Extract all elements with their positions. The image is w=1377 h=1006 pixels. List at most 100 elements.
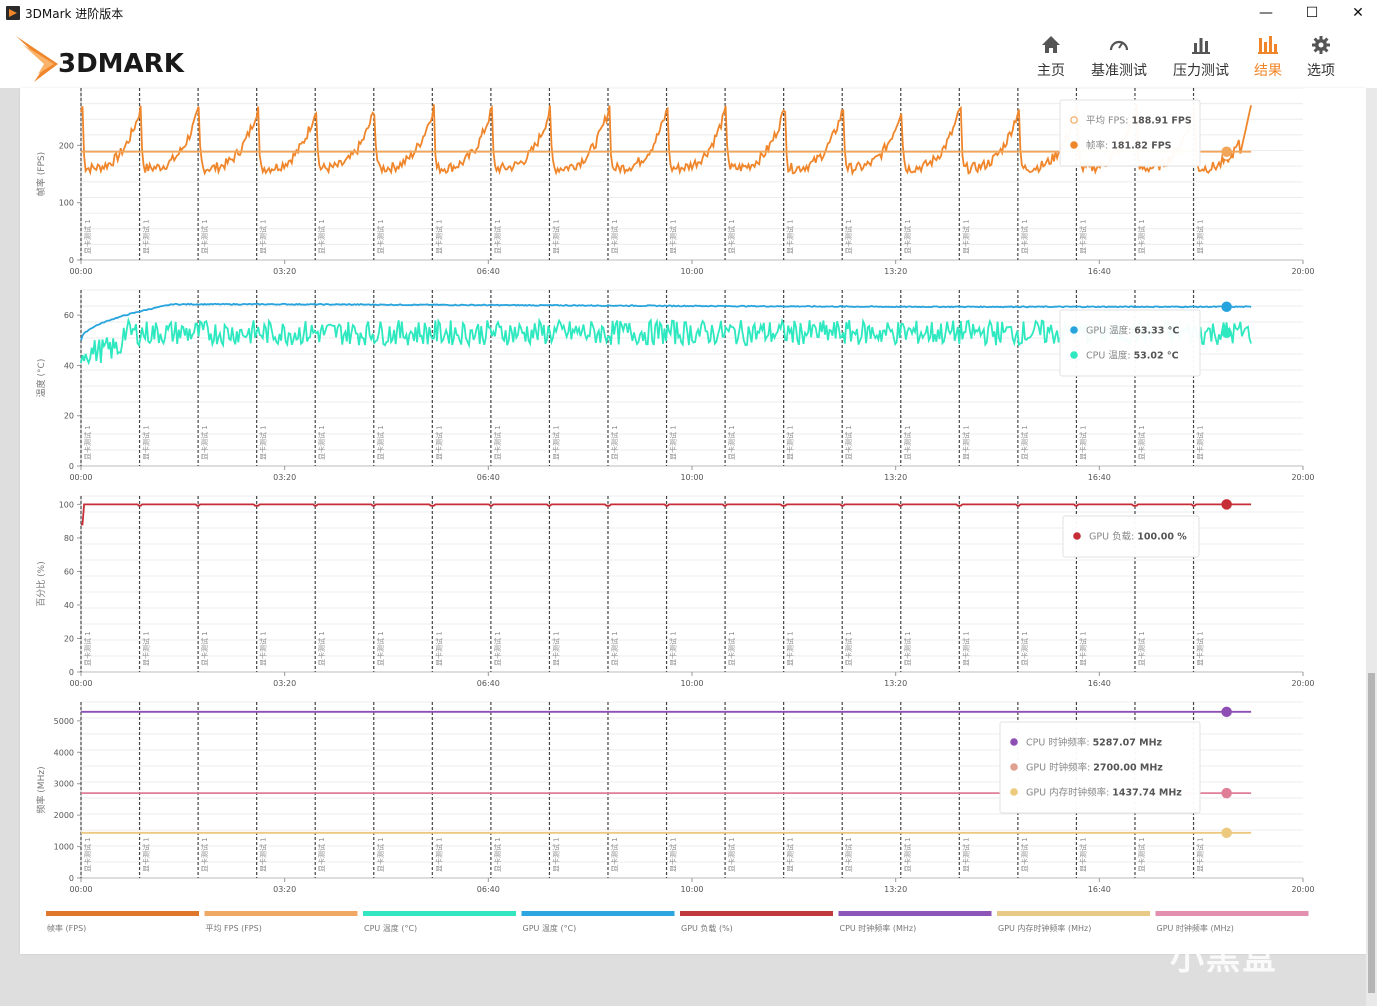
- test-marker-label: 显卡测试 1: [610, 425, 619, 460]
- legend-label: 平均 FPS (FPS): [206, 923, 262, 933]
- 3dmark-logo[interactable]: 3DMARK: [14, 34, 214, 82]
- series-end-point: [1221, 301, 1232, 313]
- tooltip-series-label: CPU 时钟频率:: [1026, 737, 1093, 749]
- tooltip-series-label: CPU 温度:: [1086, 350, 1134, 362]
- test-marker-label: 显卡测试 1: [786, 425, 795, 460]
- test-marker-label: 显卡测试 1: [1137, 631, 1146, 666]
- nav-home-label: 主页: [1037, 63, 1065, 79]
- y-tick-label: 100: [59, 500, 74, 509]
- test-marker-label: 显卡测试 1: [1020, 631, 1029, 666]
- title-bar: 3DMark 进阶版本 — ☐ ✕: [0, 0, 1377, 26]
- legend-swatch: [1155, 911, 1309, 916]
- test-marker-label: 显卡测试 1: [317, 631, 326, 666]
- test-marker-label: 显卡测试 1: [551, 425, 560, 460]
- test-marker-label: 显卡测试 1: [1078, 837, 1087, 872]
- y-tick-label: 0: [69, 874, 74, 883]
- test-marker-label: 显卡测试 1: [142, 425, 151, 460]
- y-tick-label: 3000: [54, 780, 74, 789]
- test-marker-label: 显卡测试 1: [200, 219, 209, 254]
- series-line: [80, 302, 1252, 341]
- test-marker-label: 显卡测试 1: [434, 425, 443, 460]
- x-tick-label: 03:20: [273, 885, 296, 894]
- test-marker-label: 显卡测试 1: [493, 425, 502, 460]
- y-tick-label: 200: [59, 141, 74, 150]
- series-line: [80, 103, 1252, 177]
- minimize-button[interactable]: —: [1259, 5, 1273, 21]
- x-tick-label: 00:00: [69, 267, 92, 276]
- x-tick-label: 10:00: [680, 679, 703, 688]
- tooltip: [1059, 99, 1201, 167]
- test-marker-label: 显卡测试 1: [259, 219, 268, 254]
- tooltip-text: GPU 负载: 100.00 %: [1089, 531, 1187, 543]
- test-marker-label: 显卡测试 1: [786, 837, 795, 872]
- y-tick-label: 40: [64, 601, 74, 610]
- tooltip-value: 5287.07 MHz: [1093, 738, 1163, 749]
- test-marker-label: 显卡测试 1: [844, 631, 853, 666]
- test-marker-label: 显卡测试 1: [1196, 631, 1205, 666]
- chart-2: 0 20 40 60 温度 (°C) 00:00 03:20 06:40 10:00 13:20 1…: [35, 289, 1315, 482]
- legend-swatch: [838, 911, 992, 916]
- maximize-button[interactable]: ☐: [1305, 5, 1319, 21]
- app-icon: [6, 6, 20, 20]
- test-marker-label: 显卡测试 1: [551, 631, 560, 666]
- test-marker-label: 显卡测试 1: [142, 219, 151, 254]
- legend-swatch: [204, 911, 358, 916]
- nav-home[interactable]: 主页: [1030, 34, 1072, 80]
- test-marker-label: 显卡测试 1: [727, 631, 736, 666]
- test-marker-label: 显卡测试 1: [259, 425, 268, 460]
- series-end-point: [1221, 499, 1232, 510]
- test-marker-label: 显卡测试 1: [1196, 425, 1205, 460]
- results-panel: 0 100 200 帧率 (FPS) 00:00 03:20 06:40 10:00 13:20…: [20, 87, 1366, 954]
- y-axis-label: 百分比 (%): [35, 561, 47, 606]
- test-marker-label: 显卡测试 1: [844, 837, 853, 872]
- series-end-point: [1221, 787, 1232, 799]
- y-axis-label: 温度 (°C): [35, 359, 47, 398]
- test-marker-label: 显卡测试 1: [1196, 837, 1205, 872]
- nav-stress-tests[interactable]: 压力测试: [1170, 34, 1232, 80]
- tooltip-text: CPU 温度: 53.02 °C: [1086, 350, 1179, 362]
- legend-swatch: [363, 911, 516, 916]
- test-marker-label: 显卡测试 1: [961, 219, 970, 254]
- x-tick-label: 20:00: [1291, 885, 1314, 894]
- gear-icon: [1312, 36, 1330, 54]
- scrollbar[interactable]: [1366, 88, 1377, 1006]
- x-tick-label: 10:00: [680, 885, 703, 894]
- x-tick-label: 06:40: [477, 885, 500, 894]
- nav-options[interactable]: 选项: [1302, 34, 1340, 80]
- x-tick-label: 00:00: [69, 679, 92, 688]
- series-end-point: [1221, 146, 1232, 157]
- legend-label: GPU 负载 (%): [681, 923, 733, 933]
- test-marker-label: 显卡测试 1: [1078, 425, 1087, 460]
- tooltip: [1059, 309, 1201, 377]
- test-marker-label: 显卡测试 1: [83, 425, 92, 460]
- test-marker-label: 显卡测试 1: [434, 631, 443, 666]
- series-end-point: [1221, 327, 1232, 338]
- tooltip-text: GPU 温度: 63.33 °C: [1086, 325, 1179, 337]
- test-marker-label: 显卡测试 1: [610, 219, 619, 254]
- tooltip-value: 53.02 °C: [1134, 351, 1179, 362]
- scrollbar-thumb[interactable]: [1368, 673, 1375, 993]
- x-tick-label: 00:00: [69, 473, 92, 482]
- tooltip: [1062, 515, 1200, 558]
- test-marker-label: 显卡测试 1: [1137, 425, 1146, 460]
- gauge-icon: [1109, 40, 1129, 51]
- test-marker-label: 显卡测试 1: [903, 631, 912, 666]
- home-icon: [1042, 36, 1060, 53]
- close-button[interactable]: ✕: [1352, 5, 1364, 21]
- series-line: [81, 503, 1252, 526]
- legend-label: 帧率 (FPS): [47, 923, 86, 933]
- y-tick-label: 40: [64, 361, 74, 370]
- test-marker-label: 显卡测试 1: [903, 837, 912, 872]
- nav-results[interactable]: 结果: [1248, 34, 1288, 80]
- test-marker-label: 显卡测试 1: [317, 837, 326, 872]
- test-marker-label: 显卡测试 1: [259, 837, 268, 872]
- tooltip-marker: [1010, 738, 1018, 746]
- tooltip-text: CPU 时钟频率: 5287.07 MHz: [1026, 737, 1163, 749]
- tooltip-marker: [1073, 532, 1081, 540]
- y-tick-label: 20: [64, 412, 74, 421]
- y-tick-label: 60: [64, 567, 74, 576]
- test-marker-label: 显卡测试 1: [610, 837, 619, 872]
- test-marker-label: 显卡测试 1: [727, 837, 736, 872]
- x-tick-label: 20:00: [1291, 679, 1314, 688]
- nav-benchmarks[interactable]: 基准测试: [1088, 34, 1150, 80]
